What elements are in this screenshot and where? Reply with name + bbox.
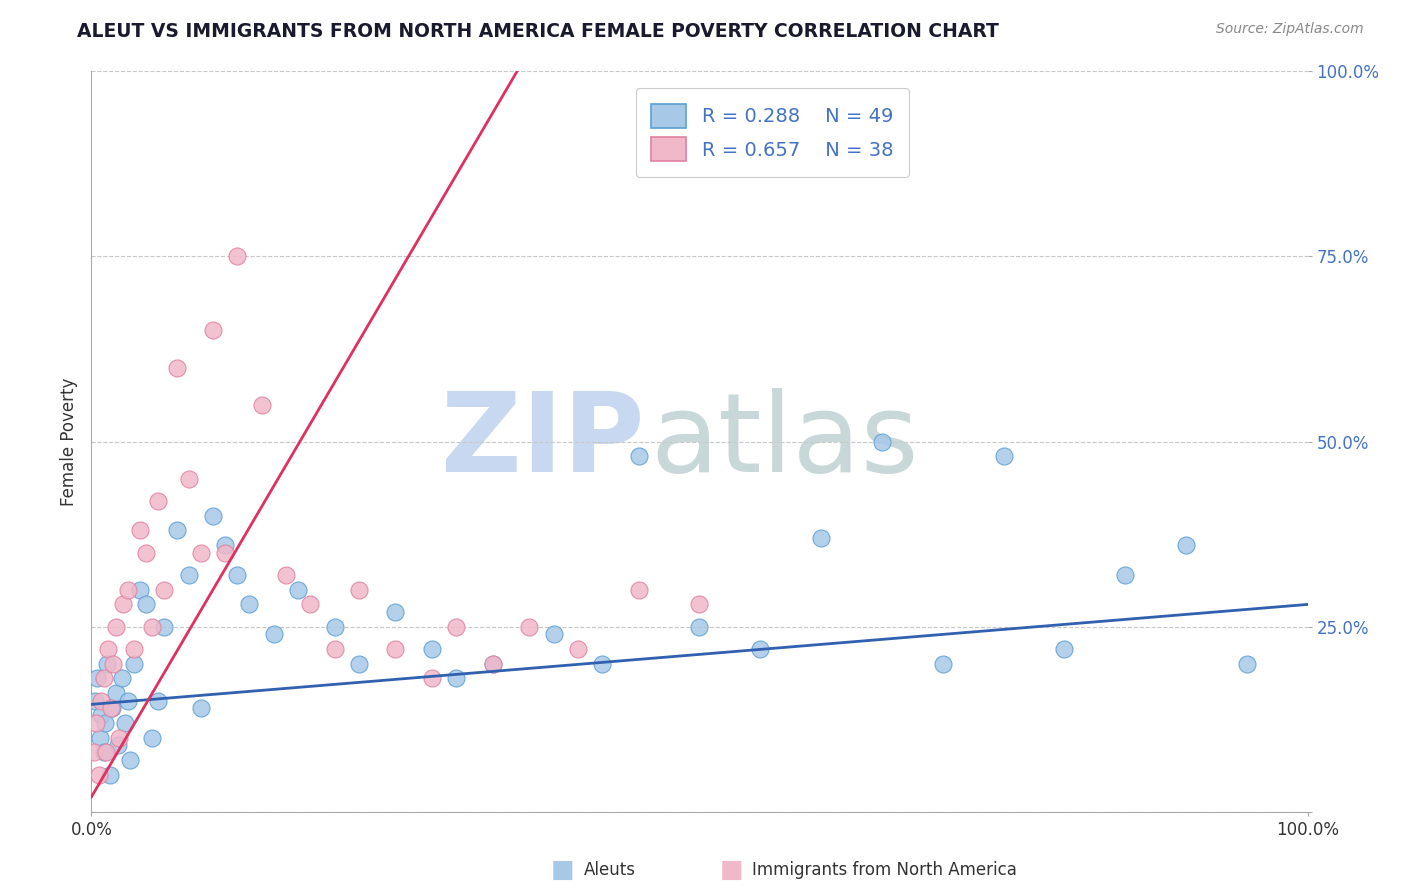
Point (688, 619, 710, 633)
Point (87, 767, 110, 781)
Point (117, 694, 139, 708)
Point (444, 619, 467, 633)
Point (122, 657, 145, 671)
Point (749, 641, 772, 656)
Point (93, 746, 115, 760)
Point (129, 582, 152, 597)
Point (190, 701, 212, 715)
Point (384, 641, 406, 656)
Point (1236, 657, 1258, 671)
Text: ALEUT VS IMMIGRANTS FROM NORTH AMERICA FEMALE POVERTY CORRELATION CHART: ALEUT VS IMMIGRANTS FROM NORTH AMERICA F… (77, 22, 1000, 41)
Point (347, 657, 370, 671)
Point (299, 598, 322, 612)
Point (141, 731, 163, 745)
Point (117, 582, 139, 597)
Point (226, 250, 249, 264)
Point (263, 627, 285, 641)
Point (84, 694, 107, 708)
Point (141, 619, 163, 633)
Point (627, 450, 650, 464)
Point (122, 641, 145, 656)
Point (993, 450, 1015, 464)
Point (543, 627, 565, 641)
Point (1053, 641, 1076, 656)
Point (214, 538, 236, 552)
Point (166, 524, 188, 538)
Point (1175, 538, 1198, 552)
Point (98, 767, 121, 781)
Text: Source: ZipAtlas.com: Source: ZipAtlas.com (1216, 22, 1364, 37)
Point (420, 641, 443, 656)
Text: ■: ■ (720, 858, 742, 881)
Point (93, 672, 115, 686)
Point (84, 715, 107, 730)
Point (120, 753, 142, 767)
Point (111, 598, 134, 612)
Point (810, 531, 832, 545)
Point (481, 657, 503, 671)
Point (148, 694, 170, 708)
Point (287, 582, 309, 597)
Point (517, 619, 540, 633)
Point (420, 672, 443, 686)
Point (89, 731, 111, 745)
Point (870, 434, 893, 449)
Point (214, 546, 236, 560)
Point (94, 746, 117, 760)
Point (238, 598, 260, 612)
Point (86, 672, 108, 686)
Text: ZIP: ZIP (441, 388, 645, 495)
Point (101, 701, 124, 715)
Point (323, 619, 346, 633)
Point (90, 694, 112, 708)
Point (323, 641, 346, 656)
Y-axis label: Female Poverty: Female Poverty (59, 377, 77, 506)
Point (591, 657, 613, 671)
Text: ■: ■ (551, 858, 574, 881)
Point (90, 708, 112, 723)
Point (177, 472, 200, 486)
Point (166, 360, 188, 375)
Point (153, 582, 176, 597)
Point (444, 672, 467, 686)
Point (114, 715, 136, 730)
Point (190, 546, 212, 560)
Point (148, 493, 170, 508)
Point (688, 598, 710, 612)
Point (931, 657, 953, 671)
Point (97, 641, 120, 656)
Point (107, 738, 129, 752)
Point (104, 686, 127, 700)
Point (1114, 567, 1136, 582)
Point (104, 619, 127, 633)
Point (153, 619, 176, 633)
Point (100, 701, 122, 715)
Point (108, 731, 131, 745)
Point (274, 567, 297, 582)
Point (627, 582, 650, 597)
Text: Aleuts: Aleuts (583, 861, 636, 879)
Point (202, 508, 225, 523)
Point (103, 657, 125, 671)
Point (384, 605, 406, 619)
Point (481, 657, 503, 671)
Point (226, 567, 249, 582)
Point (135, 598, 157, 612)
Point (111, 672, 134, 686)
Text: Immigrants from North America: Immigrants from North America (752, 861, 1017, 879)
Point (129, 524, 152, 538)
Point (96, 657, 118, 671)
Point (250, 398, 273, 412)
Legend: R = 0.288    N = 49, R = 0.657    N = 38: R = 0.288 N = 49, R = 0.657 N = 38 (636, 88, 910, 177)
Point (83, 746, 105, 760)
Point (347, 582, 370, 597)
Text: atlas: atlas (651, 388, 920, 495)
Point (135, 546, 157, 560)
Point (94, 715, 117, 730)
Point (177, 567, 200, 582)
Point (567, 641, 589, 656)
Point (202, 324, 225, 338)
